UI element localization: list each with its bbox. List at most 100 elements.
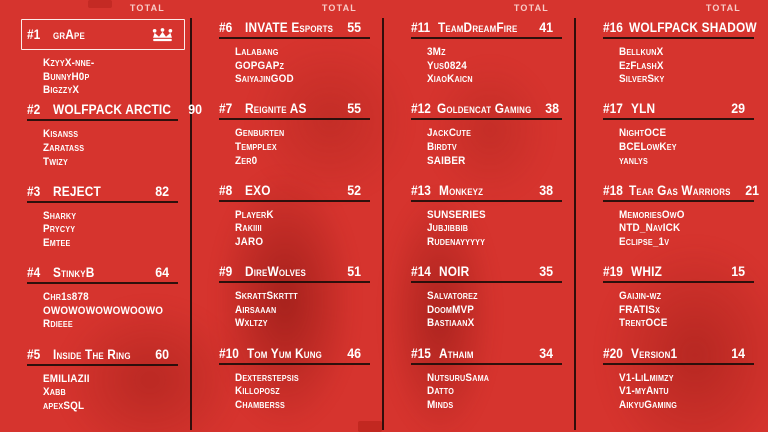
player-name: JackCute [427, 127, 472, 140]
team-total-score: 15 [731, 264, 745, 280]
team-list: #16 WOLFPACK SHADOW 31 BellkunXEzFlashXS… [603, 18, 759, 425]
team-total-score: 34 [539, 345, 553, 361]
team-total-score: 90 [188, 102, 203, 118]
player-name: Xabb [43, 386, 66, 399]
player-name: SaiyajinGOD [235, 73, 294, 86]
player-name: Salvatorez [427, 290, 478, 303]
player-name: Chr1s878 [43, 291, 89, 304]
team-block: #6 INVATE Esports 55 Lalabang GOPGAPz Saiy… [219, 18, 370, 99]
player-name: TrentOCE [619, 317, 668, 330]
team-rank: #10 [219, 345, 239, 361]
team-header-row: #18 Tear Gas Warriors 21 [603, 181, 759, 202]
player-name: Zaratass [43, 141, 85, 154]
background-texture [358, 421, 382, 432]
player-name: apexSQL [43, 399, 85, 412]
player-name: Dexterstepsis [235, 371, 299, 384]
team-name: TeamDreamFire [437, 20, 518, 35]
team-name: grApe [53, 27, 85, 42]
team-block: #12 Goldencat Gaming 38 JackCute Birdtv SA… [411, 99, 562, 180]
team-header-row: #2 WOLFPACK ARCTIC 90 [27, 100, 202, 122]
team-rank: #2 [27, 102, 41, 118]
column-divider [190, 18, 192, 430]
team-name: Reignite AS [245, 101, 307, 117]
team-name: Tear Gas Warriors [629, 182, 731, 198]
player-name: Kisanss [43, 128, 79, 141]
team-total-score: 38 [539, 182, 553, 198]
player-name: Eclipse_1v [619, 235, 670, 248]
team-block: #9 DireWolves 51 SkrattSkrttt Airsaaan Wxl… [219, 262, 370, 343]
team-header-row: #15 Athaim 34 [411, 344, 562, 365]
team-rank: #11 [411, 20, 431, 35]
player-name: BCELowKey [619, 140, 677, 153]
team-players: Dexterstepsis Killoposz Chamberss [235, 372, 370, 413]
team-rank: #4 [27, 265, 41, 281]
team-block: #3 REJECT 82 Sharky Prycyy Emtee [27, 182, 178, 263]
team-total-score: 64 [155, 265, 169, 281]
team-players: Genburten Tempplex Zer0 [235, 127, 370, 168]
player-name: BastiaanX [427, 317, 475, 330]
team-players: MemoriesOwO NTD_NavICK Eclipse_1v [619, 209, 754, 250]
team-name: WOLFPACK ARCTIC [53, 102, 172, 118]
team-block: #17 YLN 29 NightOCE BCELowKey yanlys [603, 99, 754, 180]
team-header-row: #17 YLN 29 [603, 99, 754, 121]
total-column-header: TOTAL [705, 3, 741, 13]
player-name: Jubjibbib [427, 222, 469, 235]
team-header-row: #16 WOLFPACK SHADOW 31 [603, 18, 757, 39]
team-rank: #7 [219, 101, 233, 117]
player-name: NightOCE [619, 127, 667, 140]
team-header-row: #9 DireWolves 51 [219, 262, 370, 284]
team-total-score: 14 [731, 345, 745, 361]
player-name: NTD_NavICK [619, 222, 681, 235]
player-name: Minds [427, 398, 454, 411]
player-name: 3Mz [427, 46, 446, 58]
team-rank: #6 [219, 20, 233, 35]
team-players: BellkunX EzFlashX SilverSky [619, 46, 754, 87]
player-name: Rudenayyyyy [427, 235, 486, 248]
team-name: Goldencat Gaming [437, 101, 532, 117]
column-divider [382, 18, 384, 430]
player-name: EzFlashX [619, 59, 664, 72]
team-rank: #3 [27, 183, 41, 199]
team-header-row: #13 Monkeyz 38 [411, 181, 562, 202]
total-column-header: TOTAL [321, 3, 357, 13]
team-rank: #8 [219, 182, 233, 198]
player-name: Datto [427, 385, 454, 398]
team-block: #14 NOIR 35 Salvatorez DoomMVP BastiaanX [411, 262, 562, 343]
player-name: Lalabang [235, 46, 279, 58]
team-header-row: #12 Goldencat Gaming 38 [411, 99, 562, 121]
team-players: Sharky Prycyy Emtee [43, 210, 178, 251]
team-block: #5 Inside The Ring 60 EMILIAZII Xabb apexS… [27, 345, 178, 426]
team-header-row: #5 Inside The Ring 60 [27, 345, 178, 366]
team-name: Monkeyz [438, 182, 483, 198]
team-list: #11 TeamDreamFire 41 3Mz Yus0824 XiaoKaicn… [411, 18, 562, 425]
team-name: Version1 [630, 345, 677, 361]
player-name: Sharky [43, 209, 77, 222]
team-players: SkrattSkrttt Airsaaan Wxltzy [235, 290, 370, 331]
player-name: BigzzyX [43, 84, 80, 97]
team-players: NightOCE BCELowKey yanlys [619, 127, 754, 168]
team-total-score: 41 [539, 20, 553, 35]
player-name: V1-myAntu [619, 385, 669, 398]
team-header-row: #11 TeamDreamFire 41 [411, 18, 562, 39]
team-block: #15 Athaim 34 NutsuruSama Datto Minds [411, 344, 562, 425]
player-name: Zer0 [235, 154, 258, 167]
team-header-row: #8 EXO 52 [219, 181, 370, 202]
player-name: BellkunX [619, 46, 664, 58]
team-total-score: 35 [539, 264, 553, 280]
player-name: DoomMVP [427, 303, 475, 316]
team-total-score: 38 [545, 101, 560, 117]
team-header-row: #1 grApe [21, 19, 185, 50]
team-name: NOIR [438, 264, 469, 280]
background-texture [88, 0, 112, 8]
team-header-row: #10 Tom Yum Kung 46 [219, 344, 370, 365]
team-players: PlayerK Rakiiii JARO [235, 209, 370, 250]
team-rank: #17 [603, 101, 623, 117]
team-block: #18 Tear Gas Warriors 21 MemoriesOwO NTD_… [603, 181, 759, 262]
team-players: Chr1s878 OWOWOWOWOWOOWO Rdieee [43, 291, 178, 332]
player-name: GOPGAPz [235, 59, 285, 72]
team-name: REJECT [53, 183, 101, 199]
team-block: #7 Reignite AS 55 Genburten Tempplex Zer0 [219, 99, 370, 180]
team-total-score: 51 [347, 264, 361, 280]
